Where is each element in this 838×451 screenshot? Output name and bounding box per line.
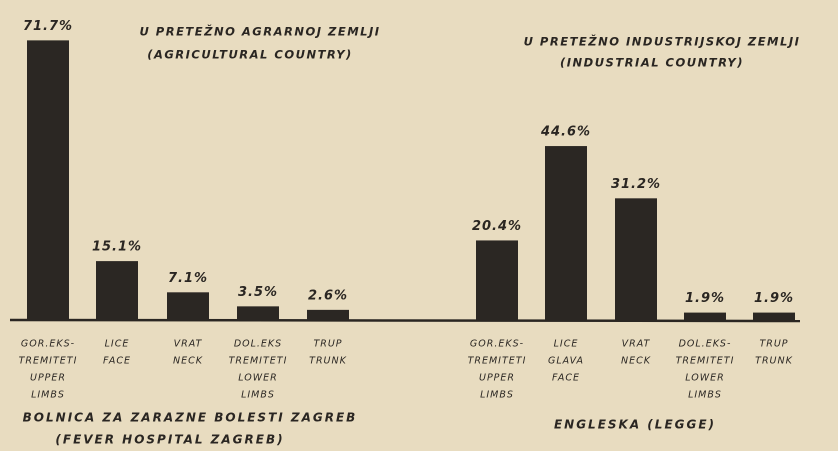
x-tick-label: TRUP (313, 339, 342, 350)
x-tick-label: LIMBS (480, 390, 514, 401)
bar (476, 240, 518, 320)
bar (167, 292, 209, 320)
bar (545, 146, 587, 320)
value-label: 44.6% (540, 125, 591, 140)
bar (307, 309, 349, 320)
x-tick-label: TREMITETI (19, 356, 78, 367)
value-label: 15.1% (92, 240, 142, 255)
x-tick-label: LOWER (685, 373, 724, 384)
bar (96, 261, 138, 320)
x-tick-label: NECK (621, 356, 651, 367)
value-label: 71.7% (23, 19, 73, 34)
x-tick-label: NECK (173, 356, 203, 367)
caption: BOLNICA ZA ZARAZNE BOLESTI ZAGREB (23, 411, 358, 425)
x-tick-label: GOR.EKS- (470, 339, 524, 350)
value-label: 3.5% (238, 285, 278, 300)
x-tick-label: FACE (103, 356, 131, 367)
x-tick-label: LOWER (238, 373, 277, 384)
caption: ENGLESKA (LEGGE) (554, 418, 716, 432)
x-tick-label: GLAVA (548, 356, 584, 367)
x-tick-label: VRAT (174, 339, 203, 350)
value-label: 2.6% (308, 288, 348, 303)
x-tick-label: TREMITETI (676, 356, 735, 367)
chart-title: U PRETEŽNO INDUSTRIJSKOJ ZEMLJI (524, 34, 801, 49)
value-label: 1.9% (754, 291, 794, 306)
x-tick-label: TRUP (759, 339, 788, 350)
chart-title: U PRETEŽNO AGRARNOJ ZEMLJI (139, 24, 380, 39)
x-tick-label: LIMBS (241, 390, 275, 401)
chart-subtitle: (AGRICULTURAL COUNTRY) (147, 48, 353, 62)
caption: (FEVER HOSPITAL ZAGREB) (55, 433, 284, 447)
x-tick-label: TREMITETI (229, 356, 288, 367)
x-tick-label: TRUNK (755, 356, 793, 367)
bar (753, 312, 795, 320)
bar (615, 198, 657, 320)
baseline (9, 318, 801, 323)
value-label: 7.1% (168, 271, 208, 286)
x-tick-label: DOL.EKS- (679, 339, 732, 350)
x-tick-label: FACE (552, 373, 580, 384)
bar (27, 40, 69, 321)
x-tick-label: LICE (105, 339, 130, 350)
x-tick-label: UPPER (30, 373, 66, 384)
x-tick-label: TREMITETI (468, 356, 527, 367)
x-tick-label: GOR.EKS- (21, 339, 75, 350)
value-label: 20.4% (472, 219, 522, 234)
x-tick-label: LIMBS (688, 390, 722, 401)
x-tick-label: DOL.EKS (234, 339, 282, 350)
value-label: 31.2% (611, 177, 661, 192)
x-tick-label: UPPER (479, 373, 515, 384)
value-label: 1.9% (685, 291, 725, 306)
x-tick-label: LICE (554, 339, 579, 350)
chart-subtitle: (INDUSTRIAL COUNTRY) (560, 56, 744, 70)
x-tick-label: VRAT (622, 339, 651, 350)
bar (237, 306, 279, 320)
x-tick-label: TRUNK (309, 356, 347, 367)
x-tick-label: LIMBS (31, 390, 65, 401)
bar (684, 312, 726, 320)
